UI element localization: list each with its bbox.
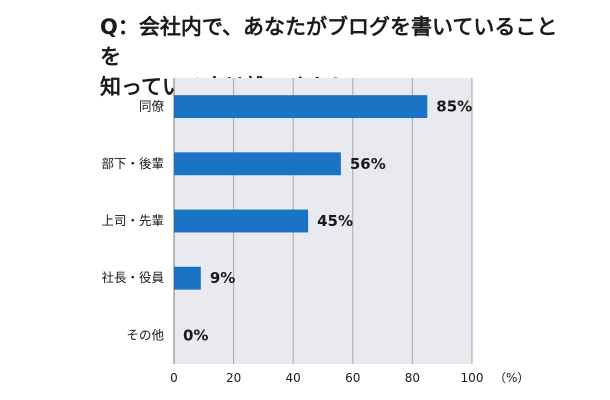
bar [174, 209, 309, 233]
value-labels: 85% 56% 45% 9% 0% [183, 98, 472, 345]
x-axis-unit: （%） [494, 371, 529, 385]
x-tick-label: 40 [286, 371, 301, 385]
bar [174, 266, 201, 290]
category-label: 社長・役員 [101, 270, 164, 285]
category-label: その他 [126, 327, 164, 342]
value-label: 56% [350, 155, 386, 173]
x-tick-label: 80 [405, 371, 420, 385]
value-label: 0% [183, 326, 208, 344]
x-tick-label: 100 [461, 371, 484, 385]
x-tick-label: 0 [170, 371, 178, 385]
category-label: 上司・先輩 [101, 213, 164, 228]
bar [174, 152, 341, 176]
value-label: 45% [317, 212, 353, 230]
value-label: 85% [436, 98, 472, 116]
x-tick-label: 20 [226, 371, 241, 385]
category-label: 部下・後輩 [101, 156, 164, 171]
category-label: 同僚 [139, 99, 165, 114]
value-label: 9% [210, 269, 235, 287]
bar [174, 95, 428, 119]
bars [174, 95, 428, 290]
x-tick-labels: 0 20 40 60 80 100 [170, 371, 483, 385]
x-tick-label: 60 [345, 371, 360, 385]
